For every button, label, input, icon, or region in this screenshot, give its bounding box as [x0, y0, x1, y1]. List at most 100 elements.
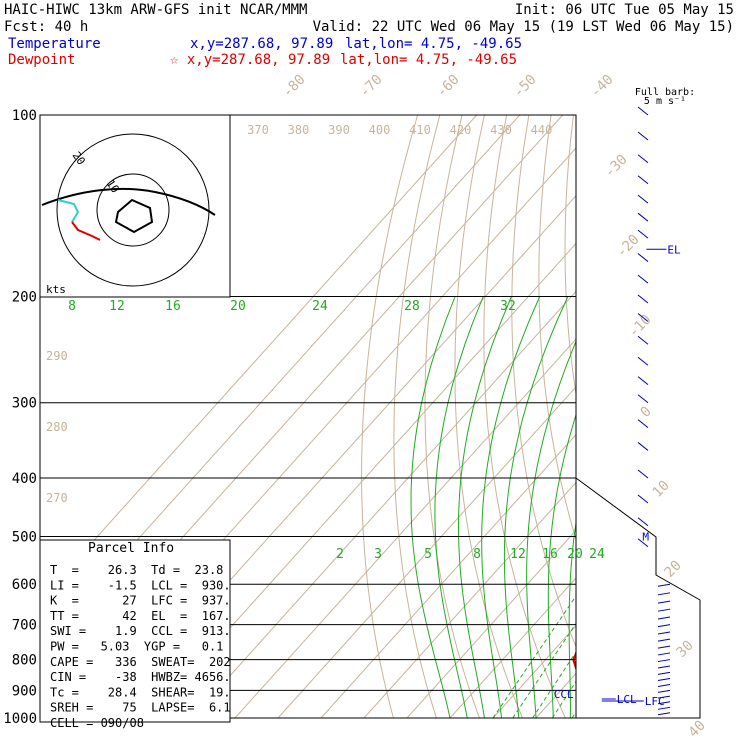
mixing-ratio-label: 5 — [424, 547, 432, 562]
wind-barb — [657, 631, 671, 635]
lcl-marker-label: LCL — [617, 693, 637, 706]
wind-barb — [657, 645, 671, 649]
pressure-tick-label: 1000 — [3, 711, 37, 727]
legend-dewpoint: Dewpoint — [8, 52, 75, 68]
mixing-ratio-label: 2 — [336, 547, 344, 562]
hodograph-frame — [39, 114, 231, 298]
parcel-info-row: SWI = 1.9 CCL = 913. — [50, 624, 231, 638]
mixing-ratio-line — [532, 651, 576, 718]
pressure-tick-label: 500 — [12, 529, 37, 545]
hodograph-ring-inner — [96, 173, 170, 247]
m-marker-label: M — [642, 530, 649, 543]
mixing-ratio-line — [592, 561, 690, 718]
mixing-ratio-label: 16 — [542, 547, 558, 562]
wind-barb — [637, 194, 649, 204]
theta-label: 390 — [328, 123, 350, 137]
barb-scale-label: Full barb: — [635, 87, 695, 98]
plot-frame — [39, 114, 577, 719]
mixing-ratio-line — [512, 622, 576, 718]
wind-barb — [657, 689, 671, 693]
dry-adiabat-line — [361, 115, 419, 718]
wind-barb — [637, 469, 649, 479]
moist-adiabat-line — [588, 297, 681, 719]
theta-label: 280 — [46, 420, 68, 434]
wind-barb — [657, 624, 671, 628]
legend-temperature: Temperature — [8, 36, 101, 52]
theta-label: 270 — [46, 491, 68, 505]
wind-barb — [657, 678, 671, 681]
dry-adiabat-line — [685, 115, 740, 731]
theta-label: 400 — [369, 123, 391, 137]
moist-adiabat-line — [457, 296, 512, 718]
parcel-info-row: T = 26.3 Td = 23.8 — [50, 563, 223, 577]
parcel-info-row: CIN = -38 HWBZ= 4656. — [50, 670, 231, 684]
isotherm-line — [148, 242, 576, 718]
hodograph-ring-outer — [56, 133, 210, 287]
pressure-tick-label: 600 — [12, 577, 37, 593]
dry-adiabat-line — [393, 115, 441, 718]
dry-adiabat-line — [707, 115, 740, 731]
isotherm-label: -30 — [602, 152, 631, 181]
wind-barb — [637, 274, 649, 284]
mixing-ratio-label: 12 — [109, 299, 125, 314]
hodograph-cell-track — [114, 198, 154, 234]
isotherm-line — [277, 386, 576, 718]
mixing-ratio-label: 20 — [230, 299, 246, 314]
wind-barb — [657, 665, 671, 669]
parcel-info-title: Parcel Info — [88, 541, 174, 556]
mixing-ratio-label: 3 — [374, 547, 382, 562]
mixing-ratio-label: 8 — [473, 547, 481, 562]
wind-barb — [637, 212, 649, 222]
wind-barb — [657, 616, 671, 620]
theta-label: 380 — [288, 123, 310, 137]
isotherm-line — [449, 577, 576, 718]
wind-barb — [637, 517, 649, 527]
parcel-info-panel: Parcel Info T = 26.3 Td = 23.8LI = -1.5 … — [39, 539, 231, 730]
moist-adiabat-line — [526, 340, 576, 718]
dry-adiabat-line — [454, 115, 524, 718]
barb-scale-units: 5 m s⁻¹ — [644, 96, 686, 107]
wind-barb — [637, 313, 649, 322]
isotherm-line — [40, 115, 478, 601]
wind-barb — [637, 494, 649, 504]
isotherm-line — [579, 115, 740, 718]
hodograph: 20 10 kts — [39, 114, 231, 298]
wind-barb — [637, 253, 649, 262]
isotherm-line — [708, 115, 740, 718]
theta-label: 290 — [46, 349, 68, 363]
mixing-ratio-label: 8 — [68, 299, 76, 314]
dry-adiabat-line — [639, 115, 740, 731]
wind-barb — [637, 106, 649, 116]
moist-adiabat-line — [568, 519, 576, 718]
wind-barb — [637, 442, 649, 451]
legend-dewpoint-xy: ☆ x,y=287.68, 97.89 — [170, 52, 330, 68]
dry-adiabat-line — [538, 115, 576, 542]
wind-barb — [637, 356, 649, 366]
wind-barb — [637, 538, 649, 548]
mixing-ratio-label: 24 — [312, 299, 328, 314]
mixing-ratio-label: 24 — [589, 547, 605, 562]
wind-barb — [657, 592, 671, 596]
hodograph-ring-label: 10 — [104, 177, 122, 195]
wind-barb — [657, 659, 671, 663]
mixing-ratio-line — [492, 595, 576, 718]
ccl-marker-label: CCL — [554, 688, 574, 701]
parcel-info-row: TT = 42 EL = 167. — [50, 609, 231, 623]
hodograph-trace — [41, 187, 216, 216]
isotherm-line — [622, 115, 740, 718]
isotherm-label: 40 — [686, 718, 709, 740]
dewpoint-trace — [572, 651, 576, 672]
theta-label: 420 — [450, 123, 472, 137]
dry-adiabat-line — [511, 115, 576, 649]
legend-temperature-xy: x,y=287.68, 97.89 — [190, 36, 333, 52]
pressure-tick-label: 700 — [12, 618, 37, 634]
wind-barbs — [575, 106, 701, 719]
legend-dewpoint-latlon: lat,lon= 4.75, -49.65 — [340, 52, 517, 68]
pressure-tick-label: 400 — [12, 471, 37, 487]
parcel-info-row: K = 27 LFC = 937. — [50, 594, 231, 608]
wind-barb — [657, 671, 671, 675]
moist-adiabat-line — [605, 297, 709, 719]
dry-adiabat-line — [483, 115, 567, 718]
